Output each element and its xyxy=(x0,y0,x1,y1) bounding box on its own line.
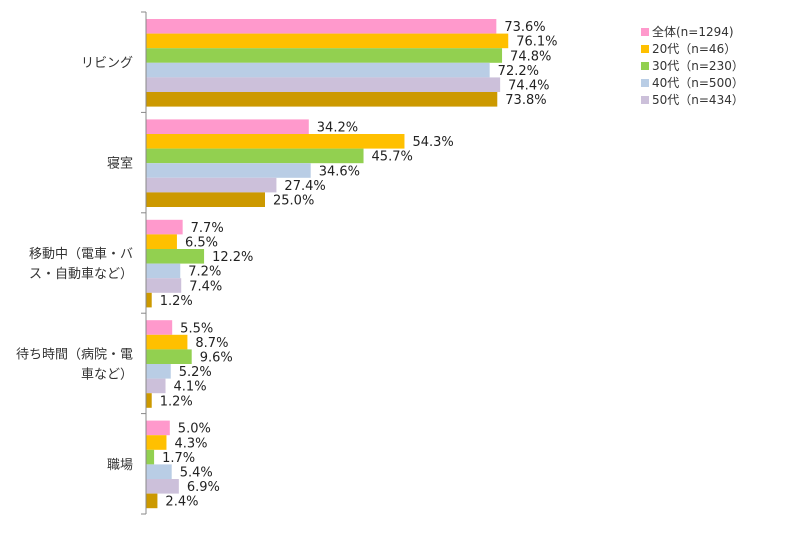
category-label-2-0: 移動中（電車・バ xyxy=(29,247,133,262)
value-label-c3-s1: 8.7% xyxy=(195,336,228,351)
category-label-0-0: リビング xyxy=(81,56,133,71)
bar-c1-s3 xyxy=(146,163,311,178)
bar-c0-s3 xyxy=(146,62,490,78)
bar-c4-s3 xyxy=(146,464,172,479)
legend-swatch-2 xyxy=(641,62,649,70)
legend-swatch-0 xyxy=(641,28,649,36)
value-label-c2-s3: 7.2% xyxy=(188,265,221,280)
value-label-c4-s4: 6.9% xyxy=(187,480,220,495)
category-label-3-1: 車など） xyxy=(81,367,133,382)
bar-c3-s4 xyxy=(146,378,166,394)
bar-c2-s2 xyxy=(146,249,205,264)
bar-c1-s4 xyxy=(146,177,277,193)
value-label-c2-s4: 7.4% xyxy=(189,279,222,294)
legend-swatch-4 xyxy=(641,96,649,104)
value-label-c4-s3: 5.4% xyxy=(180,466,213,481)
value-label-c2-s1: 6.5% xyxy=(185,236,218,251)
legend-label-3: 40代（n=500） xyxy=(652,76,744,90)
value-label-c0-s0: 73.6% xyxy=(504,20,545,35)
value-label-c3-s4: 4.1% xyxy=(174,380,207,395)
bar-c0-s2 xyxy=(146,48,503,63)
category-label-4-0: 職場 xyxy=(107,458,133,473)
bar-c3-s1 xyxy=(146,334,188,350)
legend-label-0: 全体(n=1294) xyxy=(652,24,734,39)
bar-c1-s0 xyxy=(146,119,309,134)
value-label-c1-s3: 34.6% xyxy=(319,164,360,179)
bar-c4-s1 xyxy=(146,435,167,450)
bar-c4-s5 xyxy=(146,493,158,509)
value-label-c2-s2: 12.2% xyxy=(212,250,253,265)
value-label-c4-s0: 5.0% xyxy=(178,422,211,437)
legend: 全体(n=1294) 20代（n=46） 30代（n=230） 40代（n=500） 5… xyxy=(641,24,744,107)
bar-c4-s2 xyxy=(146,449,155,465)
bar-c3-s5 xyxy=(146,393,152,408)
legend-label-4: 50代（n=434） xyxy=(652,93,744,107)
value-label-c3-s5: 1.2% xyxy=(160,394,193,409)
bar-c0-s1 xyxy=(146,33,509,49)
bar-c3-s0 xyxy=(146,320,173,335)
legend-label-1: 20代（n=46） xyxy=(652,42,736,56)
value-label-c1-s0: 34.2% xyxy=(317,121,358,136)
bar-c4-s4 xyxy=(146,479,179,494)
bar-c1-s5 xyxy=(146,192,265,207)
legend-swatch-1 xyxy=(641,45,649,53)
value-label-c0-s1: 76.1% xyxy=(516,35,557,50)
bar-c1-s1 xyxy=(146,134,405,149)
bar-c2-s5 xyxy=(146,292,152,308)
bar-c4-s0 xyxy=(146,420,170,436)
axis-layer xyxy=(141,11,147,515)
bar-c3-s3 xyxy=(146,364,171,379)
value-label-c0-s4: 74.4% xyxy=(508,79,549,94)
bar-c0-s5 xyxy=(146,92,498,107)
value-label-c1-s1: 54.3% xyxy=(412,135,453,150)
category-label-1-0: 寝室 xyxy=(107,156,133,172)
value-label-c1-s5: 25.0% xyxy=(273,194,314,209)
value-label-c0-s5: 73.8% xyxy=(505,93,546,108)
value-labels-layer: 73.6%76.1%74.8%72.2%74.4%73.8% 34.2% 54.3%… xyxy=(160,20,558,510)
value-label-c3-s0: 5.5% xyxy=(180,321,213,336)
value-label-c0-s2: 74.8% xyxy=(510,49,551,64)
bar-c2-s4 xyxy=(146,278,182,293)
value-label-c0-s3: 72.2% xyxy=(498,64,539,79)
bar-c0-s0 xyxy=(146,19,497,34)
bar-c2-s0 xyxy=(146,219,183,235)
legend-label-2: 30代（n=230） xyxy=(652,59,744,73)
bar-c2-s1 xyxy=(146,234,177,249)
value-label-c2-s0: 7.7% xyxy=(191,221,224,236)
value-label-c4-s5: 2.4% xyxy=(165,495,198,510)
legend-swatch-3 xyxy=(641,79,649,87)
bar-c0-s4 xyxy=(146,77,501,92)
value-label-c2-s5: 1.2% xyxy=(160,294,193,309)
bar-c2-s3 xyxy=(146,263,181,279)
value-label-c4-s2: 1.7% xyxy=(162,451,195,466)
value-label-c1-s4: 27.4% xyxy=(284,179,325,194)
value-label-c4-s1: 4.3% xyxy=(174,436,207,451)
bar-c3-s2 xyxy=(146,349,192,364)
value-label-c3-s3: 5.2% xyxy=(179,365,212,380)
category-label-2-1: ス・自動車など） xyxy=(29,267,133,282)
bar-c1-s2 xyxy=(146,148,364,164)
value-label-c1-s2: 45.7% xyxy=(372,150,413,165)
value-label-c3-s2: 9.6% xyxy=(200,351,233,366)
category-label-3-0: 待ち時間（病院・電 xyxy=(16,347,133,362)
bars-layer xyxy=(146,19,509,509)
